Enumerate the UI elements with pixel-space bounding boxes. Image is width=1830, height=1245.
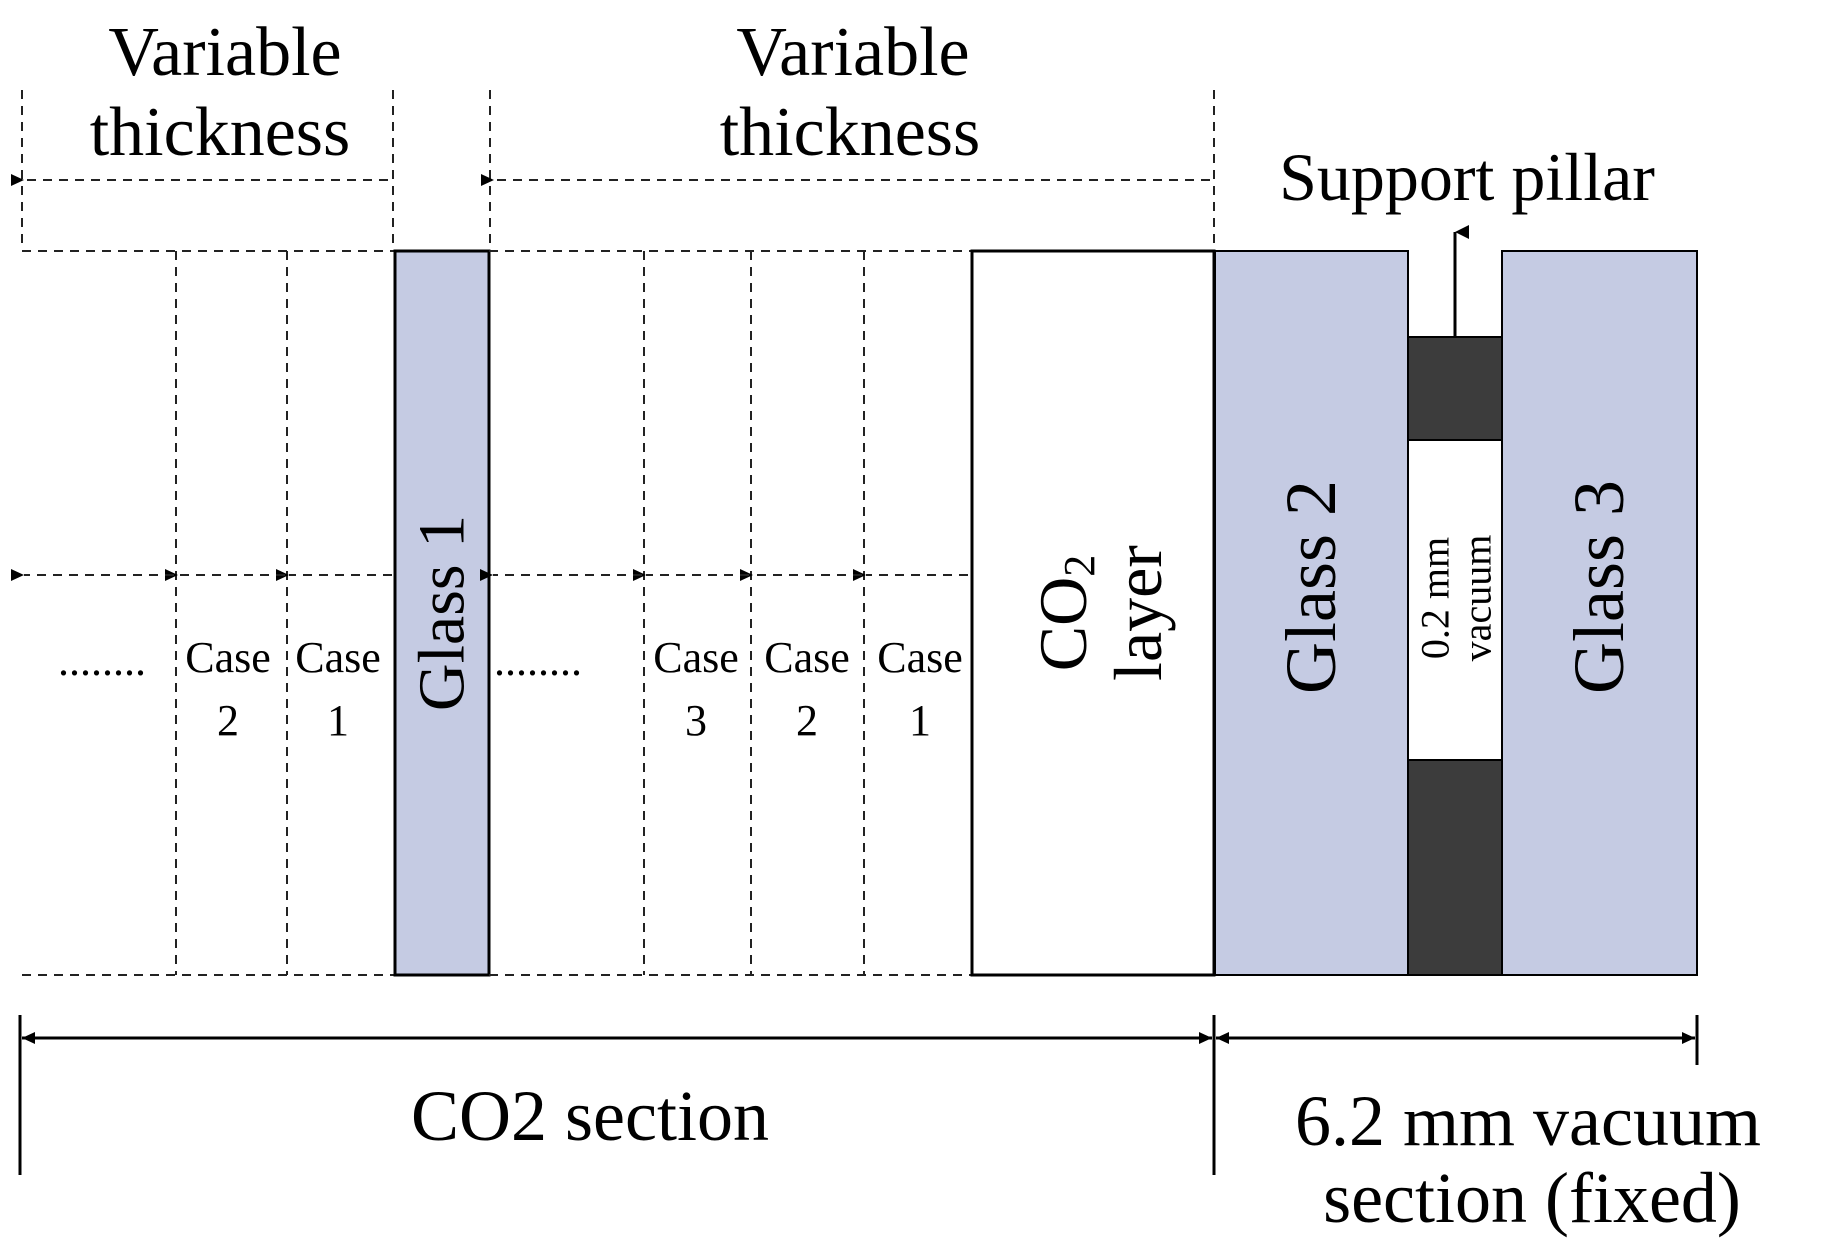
left-case-2-word: Case xyxy=(185,633,271,682)
support-pillar-label: Support pillar xyxy=(1279,139,1655,215)
co2-subscript: 2 xyxy=(1055,555,1104,577)
left-variable-label-line2: thickness xyxy=(90,94,351,171)
glass-1-label: Glass 1 xyxy=(406,515,479,711)
vacuum-section-label-line2: section (fixed) xyxy=(1323,1158,1741,1238)
co2-layer-label: CO2 layer xyxy=(1025,545,1176,681)
glass-2-label: Glass 2 xyxy=(1271,480,1351,694)
co2-layer-label-line2: layer xyxy=(1100,545,1176,681)
glass-3-pane xyxy=(1501,250,1698,976)
mid-case-1-word: Case xyxy=(877,633,963,682)
left-case-2-number: 2 xyxy=(217,696,239,745)
co2-section-label: CO2 section xyxy=(411,1076,769,1156)
glass-2-pane xyxy=(1214,250,1409,976)
left-case-1-word: Case xyxy=(295,633,381,682)
left-case-1-number: 1 xyxy=(327,696,349,745)
mid-case-2-word: Case xyxy=(764,633,850,682)
left-ellipsis: ........ xyxy=(58,636,146,685)
mid-variable-label-line2: thickness xyxy=(720,94,981,171)
support-pillar-bottom xyxy=(1407,759,1503,976)
co2-main-text: CO xyxy=(1025,577,1101,671)
co2-layer-box xyxy=(970,249,1216,977)
vacuum-gap-label-line1: 0.2 mm xyxy=(1413,537,1458,659)
mid-case-1-number: 1 xyxy=(909,696,931,745)
vacuum-gap-label-line2: vacuum xyxy=(1455,535,1500,662)
glass-3-label: Glass 3 xyxy=(1559,480,1639,694)
mid-case-2-number: 2 xyxy=(796,696,818,745)
mid-case-3-number: 3 xyxy=(685,696,707,745)
left-variable-label-line1: Variable xyxy=(108,14,341,91)
co2-layer-label-line1: CO2 xyxy=(1025,555,1104,671)
mid-ellipsis: ........ xyxy=(494,636,582,685)
vacuum-section-label-line1: 6.2 mm vacuum xyxy=(1295,1081,1761,1161)
glass-1-pane xyxy=(393,249,491,977)
mid-case-3-word: Case xyxy=(653,633,739,682)
support-pillar-top xyxy=(1407,336,1503,441)
mid-variable-label-line1: Variable xyxy=(736,14,969,91)
vacuum-gap-label: 0.2 mm vacuum xyxy=(1413,535,1500,662)
